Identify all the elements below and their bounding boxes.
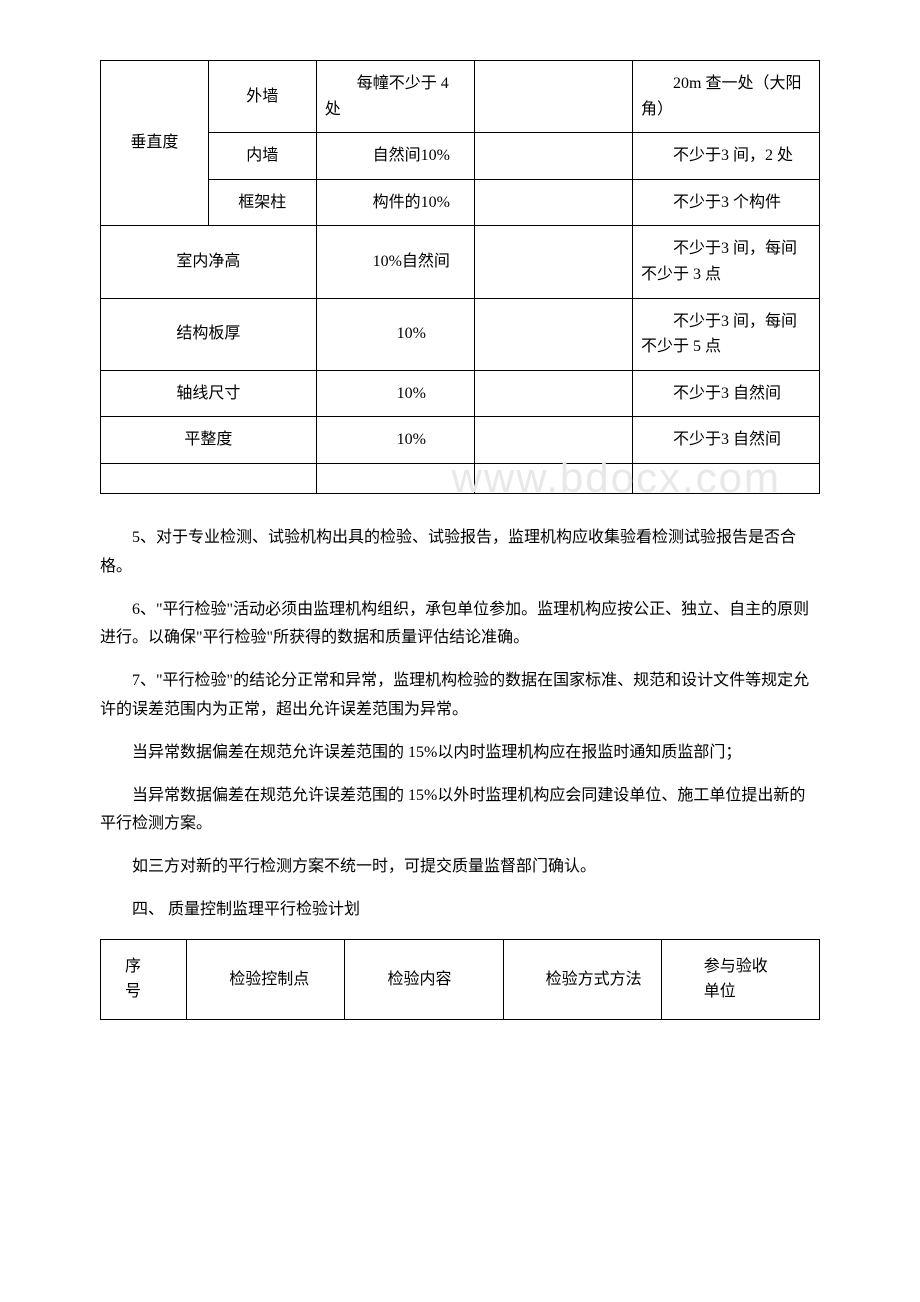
cell-empty (474, 226, 632, 298)
cell-inner-wall: 内墙 (208, 133, 316, 180)
cell-empty: www.bdocx.com (101, 463, 317, 493)
cell-empty (474, 417, 632, 464)
paragraph-7: 7、"平行检验"的结论分正常和异常，监理机构检验的数据在国家标准、规范和设计文件… (100, 667, 820, 725)
header-unit-line1: 参与验收 (672, 954, 809, 980)
header-sequence: 序 号 (101, 939, 187, 1019)
header-method: 检验方式方法 (503, 939, 661, 1019)
table-row-empty: www.bdocx.com (101, 463, 820, 493)
cell-indoor-height: 室内净高 (101, 226, 317, 298)
table-row: 轴线尺寸 10% 不少于3 自然间 (101, 370, 820, 417)
cell-outer-wall: 外墙 (208, 61, 316, 133)
cell-requirement: 10% (316, 298, 474, 370)
header-control-point: 检验控制点 (187, 939, 345, 1019)
cell-requirement: 10% (316, 417, 474, 464)
paragraph-6: 6、"平行检验"活动必须由监理机构组织，承包单位参加。监理机构应按公正、独立、自… (100, 596, 820, 654)
paragraph-10: 如三方对新的平行检测方案不统一时，可提交质量监督部门确认。 (100, 853, 820, 882)
header-seq-line1: 序 (111, 954, 176, 980)
cell-requirement: 自然间10% (316, 133, 474, 180)
cell-note: 不少于3 间，2 处 (633, 133, 820, 180)
table-header-row: 序 号 检验控制点 检验内容 检验方式方法 参与验收 单位 (101, 939, 820, 1019)
cell-empty (316, 463, 474, 493)
header-content: 检验内容 (345, 939, 503, 1019)
header-seq-line2: 号 (111, 979, 176, 1005)
cell-requirement: 10%自然间 (316, 226, 474, 298)
cell-empty (474, 463, 632, 493)
cell-note: 不少于3 间，每间不少于 3 点 (633, 226, 820, 298)
table-row: 框架柱 构件的10% 不少于3 个构件 (101, 179, 820, 226)
cell-empty (474, 133, 632, 180)
cell-requirement: 构件的10% (316, 179, 474, 226)
paragraph-8: 当异常数据偏差在规范允许误差范围的 15%以内时监理机构应在报监时通知质监部门； (100, 739, 820, 768)
cell-requirement: 10% (316, 370, 474, 417)
cell-empty (633, 463, 820, 493)
cell-empty (474, 370, 632, 417)
cell-note: 不少于3 自然间 (633, 370, 820, 417)
cell-note: 20m 查一处（大阳角） (633, 61, 820, 133)
cell-empty (474, 179, 632, 226)
verticality-label: 垂直度 (101, 61, 209, 226)
inspection-plan-table: 序 号 检验控制点 检验内容 检验方式方法 参与验收 单位 (100, 939, 820, 1020)
header-unit-line2: 单位 (672, 979, 809, 1005)
cell-empty (474, 298, 632, 370)
table-row: 结构板厚 10% 不少于3 间，每间不少于 5 点 (101, 298, 820, 370)
cell-empty (474, 61, 632, 133)
inspection-table: 垂直度 外墙 每幢不少于 4 处 20m 查一处（大阳角） 内墙 自然间10% … (100, 60, 820, 494)
cell-flatness: 平整度 (101, 417, 317, 464)
cell-axis-dimension: 轴线尺寸 (101, 370, 317, 417)
table-row: 内墙 自然间10% 不少于3 间，2 处 (101, 133, 820, 180)
cell-note: 不少于3 个构件 (633, 179, 820, 226)
cell-note: 不少于3 间，每间不少于 5 点 (633, 298, 820, 370)
header-unit: 参与验收 单位 (661, 939, 819, 1019)
paragraph-5: 5、对于专业检测、试验机构出具的检验、试验报告，监理机构应收集验看检测试验报告是… (100, 524, 820, 582)
cell-frame-column: 框架柱 (208, 179, 316, 226)
table-row: 平整度 10% 不少于3 自然间 (101, 417, 820, 464)
table-row: 室内净高 10%自然间 不少于3 间，每间不少于 3 点 (101, 226, 820, 298)
cell-note: 不少于3 自然间 (633, 417, 820, 464)
cell-slab-thickness: 结构板厚 (101, 298, 317, 370)
table-row: 垂直度 外墙 每幢不少于 4 处 20m 查一处（大阳角） (101, 61, 820, 133)
cell-requirement: 每幢不少于 4 处 (316, 61, 474, 133)
paragraph-9: 当异常数据偏差在规范允许误差范围的 15%以外时监理机构应会同建设单位、施工单位… (100, 782, 820, 840)
paragraph-section-4: 四、 质量控制监理平行检验计划 (100, 896, 820, 925)
